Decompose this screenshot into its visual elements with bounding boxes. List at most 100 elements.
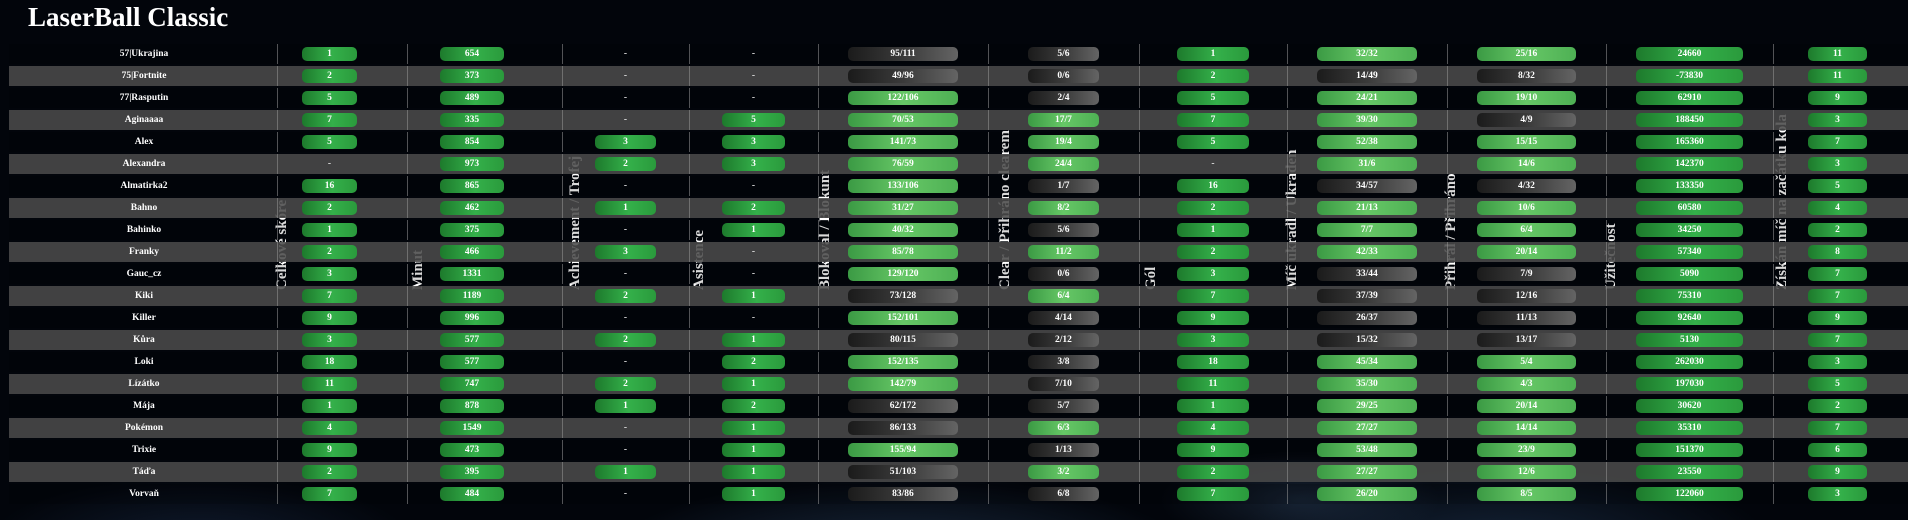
column-divider — [1139, 440, 1140, 460]
stat-cell-p-ihr-l-p-ihr-no: 5/4 — [1477, 355, 1576, 369]
stat-cell-m-ukradl-ukraden: 15/32 — [1317, 333, 1417, 347]
table-row: Gauc_cz 3 1331 - - 129/120 0/6 3 33/44 7/9 5090 7 — [9, 264, 1908, 284]
column-divider — [1606, 110, 1607, 130]
stat-cell-g-l: 2 — [1177, 69, 1249, 83]
column-divider — [1287, 462, 1288, 482]
stat-cell-blokoval-blokunt: 129/120 — [848, 267, 958, 281]
table-row: Vorvaň 7 484 - 1 83/86 6/8 7 26/20 8/5 122060 3 — [9, 484, 1908, 504]
column-divider — [1447, 462, 1448, 482]
stat-cell-blokoval-blokunt: 49/96 — [848, 69, 958, 83]
stat-cell-achievement-trofej: 3 — [595, 245, 656, 259]
stat-cell-celkov-sk-re: 16 — [302, 179, 357, 193]
stat-cell-celkov-sk-re: 1 — [302, 399, 357, 413]
column-divider — [1606, 440, 1607, 460]
stat-cell-minut: 375 — [440, 223, 504, 237]
stat-cell-celkov-sk-re: 5 — [302, 91, 357, 105]
column-divider — [562, 396, 563, 416]
stat-cell-blokoval-blokunt: 152/135 — [848, 355, 958, 369]
column-divider — [818, 308, 819, 328]
stat-cell-clear-p-ihr-no-clearem: 0/6 — [1028, 69, 1099, 83]
player-name: Kůra — [133, 335, 155, 345]
stat-cell-z-sk-n-m-na-za-tku-kola: 9 — [1808, 465, 1867, 479]
column-divider — [562, 176, 563, 196]
stat-cell-m-ukradl-ukraden: 14/49 — [1317, 69, 1417, 83]
stat-cell-minut: 395 — [440, 465, 504, 479]
column-divider — [818, 374, 819, 394]
column-divider — [407, 396, 408, 416]
stat-cell-asistence: 2 — [722, 399, 785, 413]
stat-cell-asistence: - — [751, 71, 756, 81]
stat-cell-minut: 747 — [440, 377, 504, 391]
player-name: Alexandra — [122, 159, 166, 169]
column-divider — [988, 330, 989, 350]
stat-cell-p-ihr-l-p-ihr-no: 7/9 — [1477, 267, 1576, 281]
column-divider — [562, 462, 563, 482]
stat-cell-clear-p-ihr-no-clearem: 1/13 — [1028, 443, 1099, 457]
column-divider — [277, 286, 278, 306]
column-divider — [562, 154, 563, 174]
player-name: Trixie — [131, 445, 157, 455]
stat-cell-celkov-sk-re: 3 — [302, 267, 357, 281]
stat-cell-u-ite-nost: 5090 — [1636, 267, 1743, 281]
column-divider — [1773, 110, 1774, 130]
column-divider — [689, 242, 690, 262]
stat-cell-p-ihr-l-p-ihr-no: 20/14 — [1477, 399, 1576, 413]
stat-cell-u-ite-nost: 60580 — [1636, 201, 1743, 215]
stat-cell-blokoval-blokunt: 85/78 — [848, 245, 958, 259]
column-divider — [1139, 220, 1140, 240]
column-divider — [407, 66, 408, 86]
column-divider — [1773, 132, 1774, 152]
stat-cell-blokoval-blokunt: 152/101 — [848, 311, 958, 325]
column-divider — [988, 154, 989, 174]
stat-cell-clear-p-ihr-no-clearem: 6/8 — [1028, 487, 1099, 501]
stat-cell-g-l: 5 — [1177, 91, 1249, 105]
column-divider — [562, 66, 563, 86]
column-divider — [1773, 308, 1774, 328]
column-divider — [1606, 374, 1607, 394]
table-row: Trixie 9 473 - 1 155/94 1/13 9 53/48 23/9 151370 6 — [9, 440, 1908, 460]
table-row: Bahinko 1 375 - 1 40/32 5/6 1 7/7 6/4 34250 2 — [9, 220, 1908, 240]
stat-cell-asistence: 1 — [722, 223, 785, 237]
stat-cell-g-l: 11 — [1177, 377, 1249, 391]
table-row: Kiki 7 1189 2 1 73/128 6/4 7 37/39 12/16 75310 7 — [9, 286, 1908, 306]
stat-cell-clear-p-ihr-no-clearem: 24/4 — [1028, 157, 1099, 171]
column-divider — [1447, 110, 1448, 130]
stat-cell-m-ukradl-ukraden: 31/6 — [1317, 157, 1417, 171]
column-divider — [818, 286, 819, 306]
column-divider — [1773, 374, 1774, 394]
player-name: 75|Fortnite — [121, 71, 167, 81]
stat-cell-u-ite-nost: 262030 — [1636, 355, 1743, 369]
column-divider — [562, 220, 563, 240]
column-divider — [689, 110, 690, 130]
stat-cell-blokoval-blokunt: 76/59 — [848, 157, 958, 171]
column-divider — [1287, 396, 1288, 416]
column-divider — [988, 132, 989, 152]
column-divider — [689, 352, 690, 372]
stat-cell-celkov-sk-re: 3 — [302, 333, 357, 347]
column-divider — [1773, 440, 1774, 460]
stat-cell-z-sk-n-m-na-za-tku-kola: 7 — [1808, 289, 1867, 303]
column-divider — [1139, 484, 1140, 504]
stat-cell-blokoval-blokunt: 31/27 — [848, 201, 958, 215]
column-divider — [277, 176, 278, 196]
stat-cell-z-sk-n-m-na-za-tku-kola: 11 — [1808, 69, 1867, 83]
stat-cell-m-ukradl-ukraden: 52/38 — [1317, 135, 1417, 149]
column-divider — [689, 440, 690, 460]
column-divider — [1447, 176, 1448, 196]
stat-cell-u-ite-nost: 35310 — [1636, 421, 1743, 435]
column-divider — [1447, 44, 1448, 64]
column-divider — [1287, 418, 1288, 438]
column-divider — [988, 418, 989, 438]
stat-cell-g-l: 2 — [1177, 465, 1249, 479]
column-divider — [1773, 462, 1774, 482]
stat-cell-g-l: 7 — [1177, 289, 1249, 303]
column-divider — [818, 462, 819, 482]
column-divider — [562, 484, 563, 504]
stat-cell-celkov-sk-re: 9 — [302, 311, 357, 325]
stat-cell-minut: 473 — [440, 443, 504, 457]
stat-cell-minut: 654 — [440, 47, 504, 61]
table-row: Aginaaaa 7 335 - 5 70/53 17/7 7 39/30 4/9 188450 3 — [9, 110, 1908, 130]
column-divider — [1287, 132, 1288, 152]
column-divider — [689, 462, 690, 482]
column-divider — [277, 110, 278, 130]
